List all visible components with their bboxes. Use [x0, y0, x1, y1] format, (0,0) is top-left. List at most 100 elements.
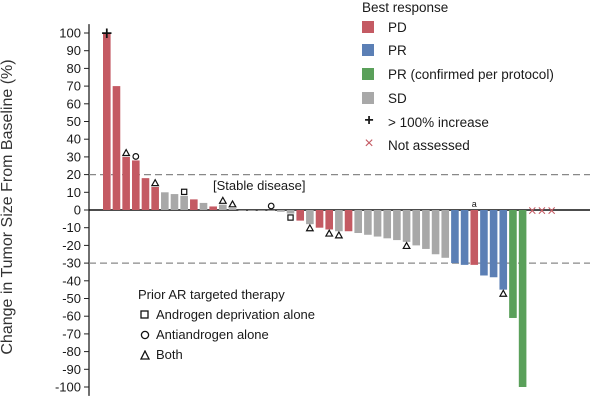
- triangle-marker: [324, 228, 334, 237]
- bar: [151, 186, 159, 210]
- plus-mark: +: [101, 24, 114, 42]
- prior-item-androgen-deprivation: Androgen deprivation alone: [138, 307, 315, 327]
- circle-marker: [132, 153, 140, 160]
- legend-label-pr: PR: [388, 43, 407, 58]
- legend-label-pr-confirmed: PR (confirmed per protocol): [388, 67, 554, 82]
- bar: [460, 210, 469, 265]
- y-tick-label: 80: [67, 61, 81, 76]
- y-tick-label: 10: [67, 185, 81, 200]
- triangle-marker-icon: [140, 350, 150, 360]
- y-tick-label: -10: [62, 220, 81, 235]
- bar: [422, 210, 430, 249]
- bar: [393, 210, 401, 241]
- triangle-marker: [402, 241, 411, 250]
- bar: [238, 210, 246, 211]
- bar: [451, 210, 459, 264]
- bar: [219, 204, 227, 210]
- bar: [441, 210, 450, 258]
- legend-label-not-assessed: Not assessed: [388, 138, 470, 153]
- y-tick-label: 90: [67, 43, 81, 58]
- bar: [122, 156, 130, 210]
- bar-footnote: a: [472, 199, 477, 209]
- not-assessed-mark: ×: [547, 204, 557, 218]
- y-tick-label: 70: [67, 79, 81, 94]
- bar: [296, 210, 304, 221]
- bar: [315, 210, 324, 228]
- prior-item-both: Both: [138, 347, 315, 367]
- bar: [364, 210, 372, 235]
- legend-label-sd: SD: [388, 91, 407, 106]
- y-tick-label: -90: [62, 362, 81, 377]
- bar: [257, 210, 266, 211]
- bar: [431, 210, 440, 255]
- bar: [499, 210, 508, 290]
- y-axis-label: Change in Tumor Size From Baseline (%): [0, 58, 16, 355]
- bar: [248, 210, 256, 211]
- square-marker: [180, 188, 188, 196]
- bar: [373, 210, 382, 237]
- triangle-marker: [228, 199, 237, 208]
- square-marker-icon: [140, 310, 149, 319]
- y-tick-label: -60: [62, 309, 81, 324]
- y-tick-label: 50: [67, 114, 81, 129]
- bar: [286, 210, 295, 214]
- bar: [325, 210, 334, 230]
- bar: [209, 206, 217, 210]
- y-tick-label: -50: [62, 291, 81, 306]
- bar: [383, 210, 392, 239]
- bar: [132, 160, 140, 210]
- prior-label-antiandrogen: Antiandrogen alone: [156, 327, 269, 342]
- y-tick-label: 20: [67, 167, 81, 182]
- bar: [344, 210, 353, 232]
- bar: [518, 210, 527, 387]
- y-tick-label: 0: [74, 203, 81, 218]
- y-axis-label-wrap: Change in Tumor Size From Baseline (%): [0, 0, 20, 413]
- y-tick-label: 60: [67, 96, 81, 111]
- prior-therapy-legend: Prior AR targeted therapy Androgen depri…: [138, 287, 315, 367]
- square-marker: [287, 214, 294, 221]
- bar: [141, 178, 150, 210]
- triangle-marker: [121, 148, 131, 157]
- bar: [199, 202, 208, 210]
- legend-title: Best response: [362, 0, 449, 15]
- circle-marker: [267, 202, 275, 210]
- y-tick-label: -40: [62, 273, 81, 288]
- bar: [306, 210, 314, 225]
- bar: [354, 210, 363, 234]
- bar: [470, 210, 479, 265]
- bar: [161, 192, 169, 210]
- not-assessed-mark: ×: [537, 204, 547, 218]
- bar: [277, 210, 285, 212]
- not-assessed-mark: ×: [527, 204, 537, 218]
- y-tick-label: 40: [67, 132, 81, 147]
- plus-icon: +: [364, 112, 374, 129]
- legend-swatch-sd: [362, 92, 374, 104]
- legend-swatch-pd: [362, 21, 374, 33]
- bar: [509, 210, 517, 318]
- prior-item-antiandrogen: Antiandrogen alone: [138, 327, 315, 347]
- legend-label-over-100: > 100% increase: [388, 115, 489, 130]
- prior-label-both: Both: [156, 347, 183, 362]
- triangle-marker: [150, 178, 160, 187]
- bar: [190, 199, 198, 210]
- bar: [489, 210, 498, 278]
- y-tick-label: -70: [62, 326, 81, 341]
- prior-therapy-title: Prior AR targeted therapy: [138, 287, 285, 302]
- bar: [402, 210, 411, 242]
- legend-swatch-pr-confirmed: [362, 68, 374, 80]
- bar: [180, 195, 188, 210]
- y-tick-label: 100: [59, 26, 81, 41]
- triangle-marker: [305, 223, 315, 232]
- bar: [412, 210, 421, 246]
- bar: [228, 208, 237, 210]
- legend-swatch-pr: [362, 44, 374, 56]
- bar: [103, 33, 111, 210]
- triangle-marker: [334, 230, 344, 239]
- cross-icon: ×: [364, 135, 374, 152]
- triangle-marker: [498, 289, 508, 297]
- stable-disease-annotation: [Stable disease]: [213, 178, 306, 193]
- bar: [170, 194, 179, 210]
- legend-label-pd: PD: [388, 20, 407, 35]
- bar: [112, 86, 121, 210]
